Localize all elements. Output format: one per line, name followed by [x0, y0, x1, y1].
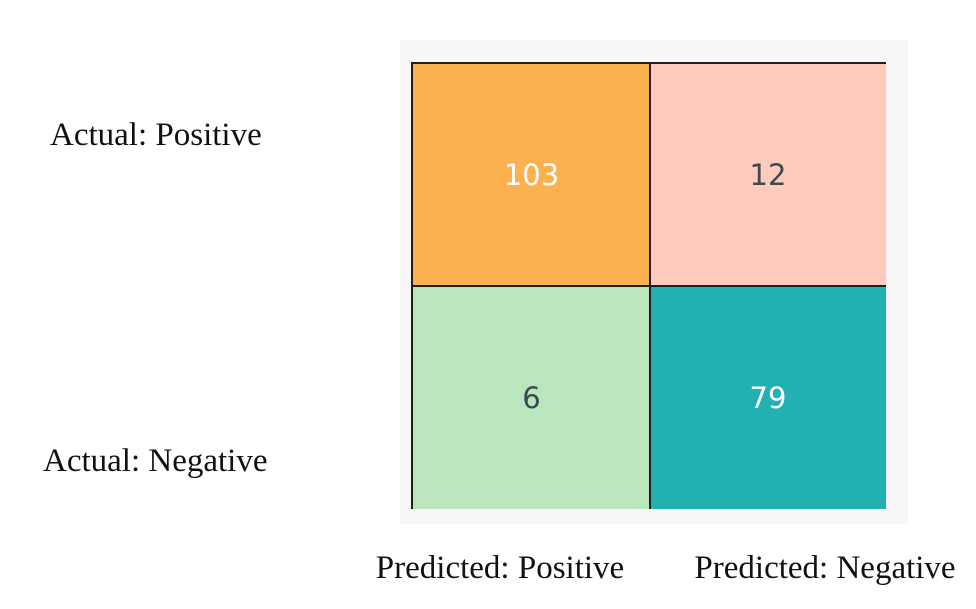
- column-label-predicted-negative: Predicted: Negative: [694, 550, 956, 586]
- cell-actual-positive-predicted-negative: 12: [650, 64, 886, 286]
- cell-value-tn: 79: [749, 380, 787, 415]
- cell-actual-negative-predicted-positive: 6: [413, 286, 650, 509]
- row-label-actual-positive: Actual: Positive: [50, 117, 262, 153]
- cell-actual-negative-predicted-negative: 79: [650, 286, 886, 509]
- horizontal-divider: [413, 285, 886, 287]
- cell-value-tp: 103: [503, 158, 560, 192]
- cell-value-fn: 12: [749, 158, 787, 192]
- cell-actual-positive-predicted-positive: 103: [413, 64, 650, 286]
- cell-value-fp: 6: [522, 380, 541, 415]
- column-label-predicted-positive: Predicted: Positive: [375, 550, 625, 586]
- confusion-matrix: 103 12 6 79: [411, 62, 886, 509]
- row-label-actual-negative: Actual: Negative: [43, 443, 268, 479]
